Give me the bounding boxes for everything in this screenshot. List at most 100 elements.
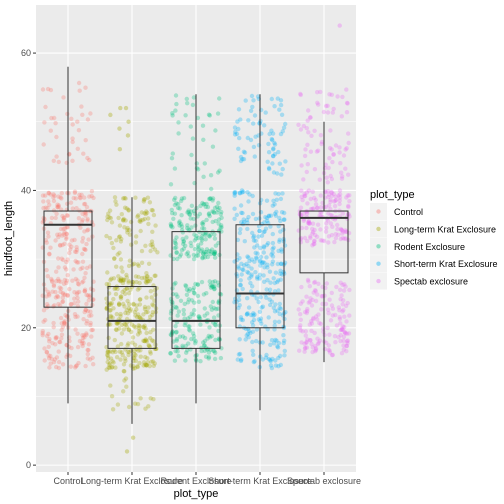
data-point (210, 144, 216, 149)
data-point (330, 352, 335, 358)
data-point (263, 215, 268, 220)
data-point (89, 327, 94, 333)
data-point (202, 161, 207, 166)
data-point (340, 236, 345, 241)
legend-key (370, 272, 387, 290)
data-point (125, 349, 130, 354)
data-point (204, 247, 210, 252)
data-point (126, 349, 132, 355)
data-point (84, 301, 89, 307)
data-point (67, 242, 72, 247)
data-point (305, 238, 310, 244)
y-tick-label: 60 (21, 48, 31, 58)
data-point (329, 232, 335, 238)
data-point (116, 274, 121, 279)
data-point (127, 228, 132, 233)
data-point (327, 348, 332, 353)
data-point (82, 275, 87, 280)
data-point (337, 150, 342, 155)
data-point (304, 126, 309, 131)
data-point (275, 171, 280, 176)
data-point (132, 342, 138, 347)
box-iqr (43, 210, 93, 308)
data-point (268, 342, 273, 347)
data-point (189, 225, 194, 230)
data-point (278, 102, 284, 108)
data-point (216, 207, 221, 212)
data-point (330, 224, 335, 229)
data-point (182, 301, 187, 307)
data-point (51, 158, 56, 163)
data-point (136, 326, 142, 331)
data-point (60, 299, 65, 305)
data-point (337, 201, 342, 207)
data-point (135, 287, 141, 292)
data-point (327, 145, 333, 151)
data-point (201, 202, 206, 207)
data-point (137, 324, 142, 329)
data-point (212, 286, 217, 291)
data-point (279, 261, 284, 266)
data-point (306, 279, 311, 284)
data-point (347, 287, 352, 293)
data-point (200, 200, 205, 206)
data-point (340, 282, 345, 287)
data-point (61, 292, 66, 297)
data-point (240, 157, 245, 162)
data-point (62, 292, 68, 297)
data-point (301, 123, 306, 129)
data-point (74, 292, 80, 297)
data-point (68, 302, 73, 307)
data-point (347, 199, 352, 204)
data-point (145, 278, 150, 283)
data-point (110, 364, 115, 370)
data-point (208, 249, 214, 254)
data-point (73, 258, 78, 264)
data-point (334, 284, 339, 290)
data-point (124, 384, 129, 389)
data-point (325, 180, 330, 185)
data-point (134, 279, 139, 285)
data-point (338, 226, 343, 232)
data-point (186, 288, 192, 294)
data-point (78, 196, 83, 201)
data-point (328, 212, 333, 218)
data-point (56, 256, 61, 261)
data-point (204, 217, 209, 223)
data-point (74, 249, 79, 255)
data-point (345, 341, 350, 346)
data-point (258, 295, 263, 300)
data-point (244, 312, 250, 317)
data-point (278, 271, 283, 276)
data-point (253, 270, 258, 275)
data-point (212, 205, 218, 211)
data-point (270, 246, 275, 252)
data-point (129, 242, 134, 247)
data-point (193, 281, 198, 287)
data-point (89, 189, 95, 194)
data-point (268, 302, 273, 308)
data-point (137, 315, 142, 320)
data-point (109, 220, 115, 225)
data-point (304, 340, 309, 345)
data-point (298, 92, 303, 98)
data-point (56, 159, 61, 165)
data-point (183, 113, 188, 118)
data-point (199, 241, 204, 246)
data-point (298, 312, 303, 317)
data-point (236, 146, 241, 151)
data-point (121, 389, 126, 394)
data-point (174, 292, 179, 297)
data-point (80, 280, 85, 285)
data-point (296, 307, 301, 312)
data-point (346, 331, 352, 336)
data-point (337, 308, 342, 313)
data-point (206, 212, 212, 217)
data-point (277, 305, 282, 310)
data-point (57, 232, 62, 237)
data-point (217, 96, 222, 101)
data-point (233, 296, 238, 301)
data-point (83, 211, 89, 216)
outlier-point (126, 119, 131, 124)
data-point (70, 278, 75, 283)
